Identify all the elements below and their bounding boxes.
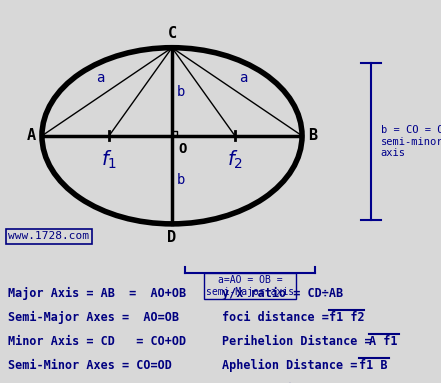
Text: $f_1$: $f_1$ [101, 148, 117, 171]
Text: Minor Axis = CD   = CO+OD: Minor Axis = CD = CO+OD [8, 335, 186, 348]
Text: a: a [239, 72, 247, 85]
Text: O: O [178, 142, 187, 156]
Text: A: A [26, 128, 36, 143]
Text: f1 B: f1 B [359, 359, 388, 372]
Text: B: B [308, 128, 318, 143]
Text: y/x ratio = CD÷AB: y/x ratio = CD÷AB [222, 287, 343, 300]
Text: Semi-Major Axes =  AO=OB: Semi-Major Axes = AO=OB [8, 311, 179, 324]
Text: f1 f2: f1 f2 [329, 311, 365, 324]
Text: $f_2$: $f_2$ [227, 148, 243, 171]
Text: Aphelion Distance =: Aphelion Distance = [222, 359, 365, 372]
Text: b: b [177, 85, 186, 99]
Text: a: a [97, 72, 105, 85]
Text: Perihelion Distance =: Perihelion Distance = [222, 335, 379, 348]
Text: D: D [168, 230, 176, 245]
Text: b: b [177, 173, 186, 187]
Text: A f1: A f1 [369, 335, 397, 348]
Text: Major Axis = AB  =  AO+OB: Major Axis = AB = AO+OB [8, 287, 186, 300]
Text: www.1728.com: www.1728.com [8, 231, 90, 241]
Text: foci distance =: foci distance = [222, 311, 336, 324]
Text: a=AO = OB =
semi-Major axis: a=AO = OB = semi-Major axis [206, 275, 294, 297]
Text: Semi-Minor Axes = CO=OD: Semi-Minor Axes = CO=OD [8, 359, 172, 372]
Text: b = CO = OD=
semi-minor
axis: b = CO = OD= semi-minor axis [381, 125, 441, 158]
Text: C: C [168, 26, 176, 41]
